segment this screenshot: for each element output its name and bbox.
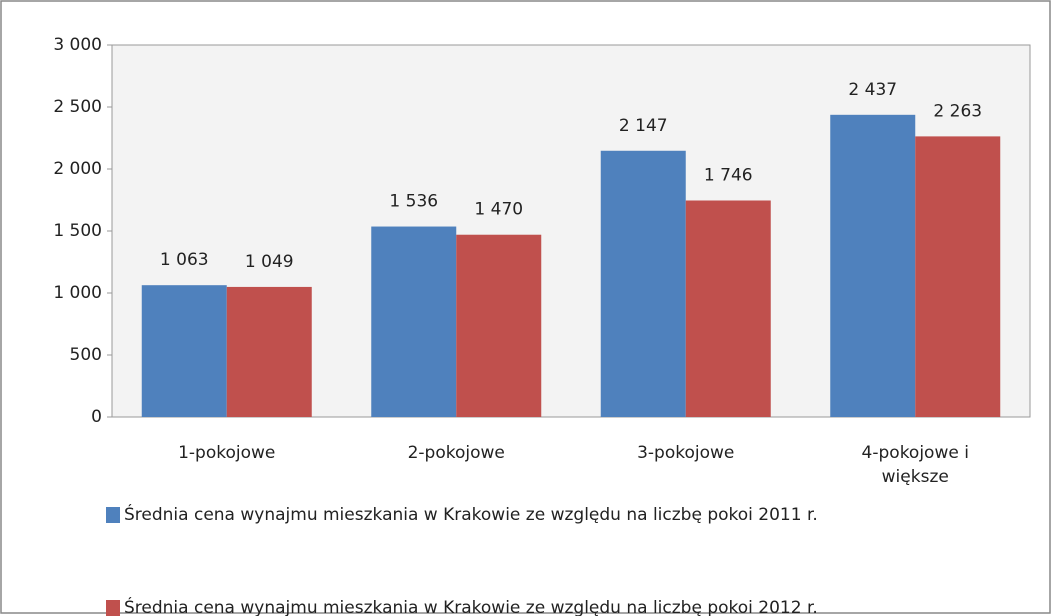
- bar: [685, 200, 771, 417]
- y-tick-label: 2 000: [53, 159, 102, 179]
- legend-label: Średnia cena wynajmu mieszkania w Krakow…: [124, 503, 818, 525]
- data-label: 2 437: [848, 80, 897, 100]
- y-tick-label: 1 500: [53, 221, 102, 241]
- bar: [600, 150, 686, 417]
- y-tick-label: 2 500: [53, 97, 102, 117]
- legend-label: Średnia cena wynajmu mieszkania w Krakow…: [124, 596, 818, 616]
- bar: [456, 234, 542, 417]
- data-label: 1 049: [245, 252, 294, 272]
- data-label: 1 536: [389, 192, 438, 212]
- x-tick-label: 3-pokojowe: [637, 443, 735, 463]
- y-tick-label: 3 000: [53, 35, 102, 55]
- bar: [915, 136, 1001, 417]
- bar: [830, 114, 916, 417]
- legend-swatch: [106, 507, 120, 523]
- x-tick-label: 2-pokojowe: [407, 443, 505, 463]
- x-tick-label: 1-pokojowe: [178, 443, 276, 463]
- data-label: 1 470: [474, 200, 523, 220]
- x-tick-label-box: 1-pokojowe: [178, 443, 276, 463]
- x-tick-label-box: 3-pokojowe: [637, 443, 735, 463]
- data-label: 2 147: [619, 116, 668, 136]
- y-tick-label: 500: [70, 345, 102, 365]
- y-tick-label: 1 000: [53, 283, 102, 303]
- x-tick-label-box: 4-pokojowe i większe: [861, 443, 969, 487]
- bar: [371, 226, 457, 417]
- y-tick-label: 0: [91, 407, 102, 427]
- data-label: 1 746: [704, 165, 753, 185]
- bar: [226, 286, 312, 417]
- bar: [141, 285, 227, 417]
- legend-swatch: [106, 600, 120, 616]
- data-label: 1 063: [160, 250, 209, 270]
- x-tick-label-box: 2-pokojowe: [407, 443, 505, 463]
- data-label: 2 263: [933, 101, 982, 121]
- x-tick-label: 4-pokojowe i większe: [861, 443, 969, 487]
